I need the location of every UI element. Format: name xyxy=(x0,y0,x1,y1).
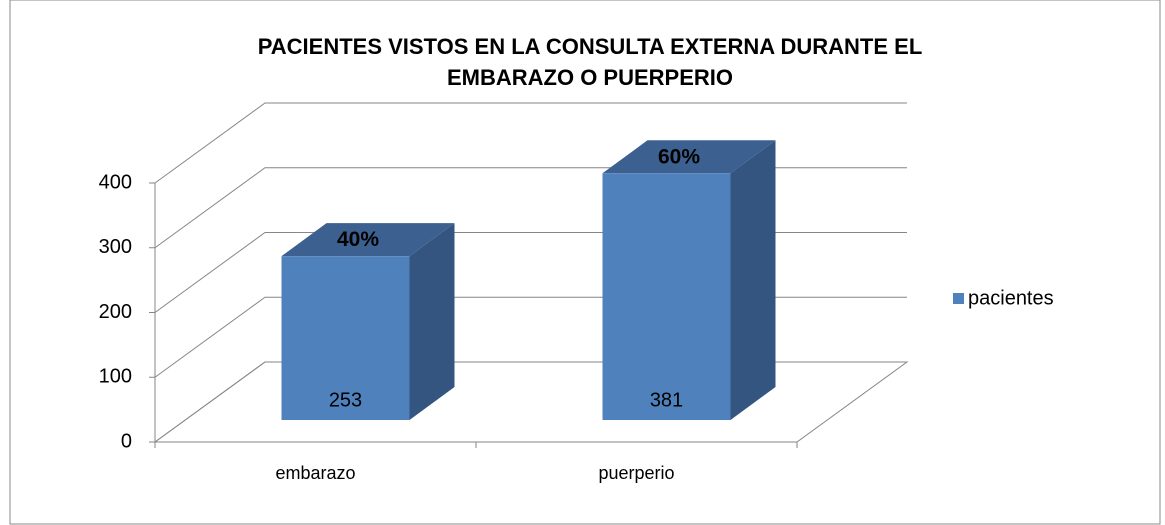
y-tick-label: 300 xyxy=(99,236,132,258)
legend-label: pacientes xyxy=(968,287,1054,309)
bar-side xyxy=(409,223,455,420)
bar-top xyxy=(281,223,455,257)
chart-frame xyxy=(9,0,1161,525)
chart-title: EMBARAZO O PUERPERIO xyxy=(447,65,733,90)
legend-swatch xyxy=(953,293,964,304)
bar-side xyxy=(730,140,776,421)
y-tick-label: 100 xyxy=(99,366,132,388)
y-tick-label: 400 xyxy=(99,171,132,193)
share-label: 60% xyxy=(658,145,700,168)
share-label: 40% xyxy=(337,228,379,251)
bar xyxy=(281,256,410,420)
chart-title: PACIENTES VISTOS EN LA CONSULTA EXTERNA … xyxy=(258,34,923,59)
x-tick-label: puerperio xyxy=(598,463,674,483)
x-tick-label: embarazo xyxy=(275,463,355,483)
data-label: 253 xyxy=(329,389,362,411)
bar xyxy=(602,173,731,420)
y-tick-label: 0 xyxy=(121,430,132,452)
y-tick-label: 200 xyxy=(99,301,132,323)
grid-line xyxy=(154,102,907,184)
data-label: 381 xyxy=(650,389,683,411)
bar-top xyxy=(602,140,776,174)
